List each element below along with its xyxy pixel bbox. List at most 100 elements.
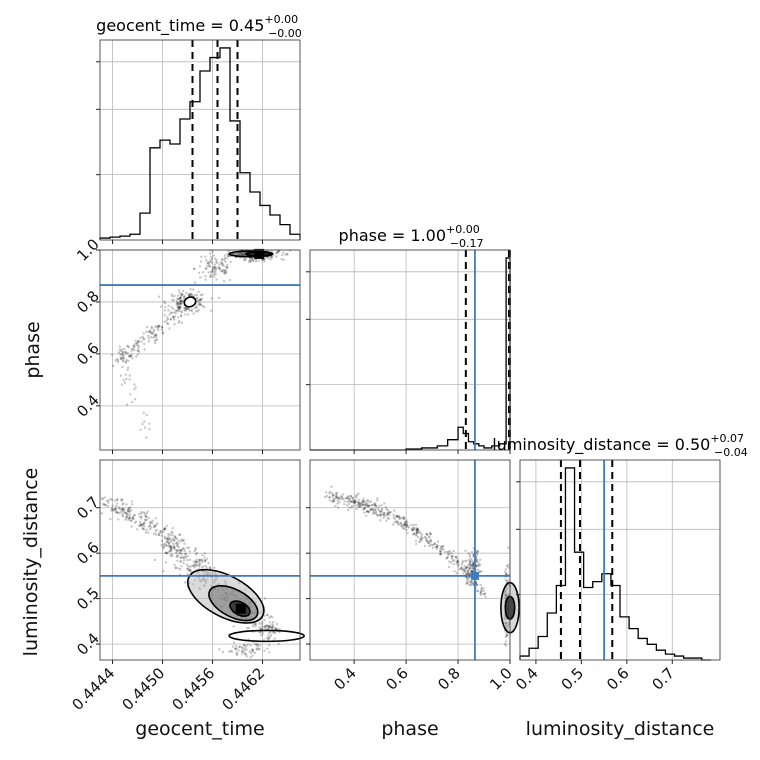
- sample-point: [208, 566, 211, 569]
- sample-point: [176, 554, 180, 557]
- sample-point: [174, 566, 178, 570]
- sample-point: [233, 647, 237, 650]
- sample-point: [180, 550, 183, 553]
- sample-point: [204, 565, 208, 568]
- sample-point: [235, 647, 238, 650]
- sample-point: [143, 337, 146, 341]
- sample-point: [148, 330, 152, 333]
- sample-point: [270, 255, 273, 259]
- sample-point: [153, 525, 157, 528]
- sample-point: [468, 583, 471, 587]
- sample-point: [265, 636, 268, 640]
- sample-point: [102, 503, 105, 506]
- sample-point: [143, 528, 146, 531]
- sample-point: [264, 627, 267, 630]
- sample-point: [335, 492, 338, 495]
- sample-point: [128, 355, 131, 358]
- sample-point: [403, 523, 406, 526]
- sample-point: [199, 561, 202, 565]
- sample-point: [145, 518, 148, 521]
- sample-point: [420, 535, 423, 538]
- sample-point: [350, 500, 353, 503]
- sample-point: [115, 505, 118, 508]
- sample-point: [418, 530, 421, 534]
- sample-point: [415, 529, 418, 532]
- sample-point: [272, 631, 276, 634]
- sample-point: [145, 325, 149, 329]
- sample-point: [110, 353, 114, 356]
- sample-point: [197, 563, 200, 566]
- sample-point: [144, 514, 148, 518]
- sample-point: [397, 515, 401, 518]
- sample-point: [378, 513, 381, 517]
- sample-point: [147, 525, 151, 528]
- sample-point: [169, 318, 172, 321]
- sample-point: [476, 568, 480, 572]
- sample-point: [183, 295, 186, 298]
- sample-point: [475, 590, 479, 593]
- sample-point: [356, 503, 360, 506]
- sample-point: [156, 324, 159, 328]
- sample-point: [222, 279, 226, 283]
- sample-point: [116, 498, 119, 501]
- sample-point: [227, 254, 230, 258]
- sample-point: [193, 307, 196, 310]
- sample-point: [177, 545, 180, 549]
- sample-point: [214, 270, 217, 273]
- sample-point: [265, 624, 268, 628]
- sample-point: [121, 356, 125, 359]
- sample-point: [251, 648, 254, 652]
- sample-point: [383, 511, 386, 515]
- sample-point: [140, 523, 144, 526]
- sample-point: [157, 295, 161, 298]
- sample-point: [376, 507, 379, 510]
- sample-point: [470, 565, 474, 568]
- sample-point: [104, 503, 108, 507]
- sample-point: [337, 497, 340, 500]
- sample-point: [178, 549, 181, 552]
- sample-point: [380, 504, 383, 507]
- sample-point: [199, 298, 202, 301]
- sample-point: [415, 530, 418, 534]
- sample-point: [170, 311, 174, 314]
- sample-point: [122, 357, 126, 360]
- sample-point: [181, 293, 184, 297]
- sample-point: [425, 536, 428, 539]
- sample-point: [505, 572, 508, 576]
- sample-point: [196, 310, 199, 313]
- sample-point: [182, 547, 186, 551]
- sample-point: [180, 321, 183, 324]
- sample-point: [405, 525, 408, 528]
- sample-point: [144, 531, 148, 534]
- sample-point: [210, 297, 213, 300]
- sample-point: [507, 566, 510, 569]
- sample-point: [185, 291, 188, 295]
- sample-point: [354, 494, 357, 498]
- sample-point: [456, 559, 460, 563]
- sample-point: [175, 554, 179, 557]
- sample-point: [355, 507, 358, 510]
- sample-point: [191, 564, 194, 567]
- sample-point: [480, 586, 483, 590]
- sample-point: [468, 558, 471, 562]
- sample-point: [367, 510, 370, 513]
- sample-point: [165, 544, 168, 547]
- sample-point: [124, 511, 127, 515]
- sample-point: [452, 563, 456, 566]
- sample-point: [166, 322, 169, 325]
- sample-point: [200, 559, 203, 562]
- sample-point: [468, 553, 472, 557]
- sample-point: [470, 550, 474, 554]
- sample-point: [467, 566, 470, 569]
- sample-point: [116, 360, 120, 364]
- sample-point: [325, 494, 329, 498]
- sample-point: [142, 342, 146, 346]
- sample-point: [504, 644, 508, 647]
- sample-point: [482, 587, 485, 590]
- sample-point: [109, 497, 112, 501]
- sample-point: [137, 350, 141, 353]
- sample-point: [452, 549, 455, 553]
- sample-point: [269, 630, 272, 634]
- sample-point: [143, 426, 147, 429]
- sample-point: [365, 502, 369, 505]
